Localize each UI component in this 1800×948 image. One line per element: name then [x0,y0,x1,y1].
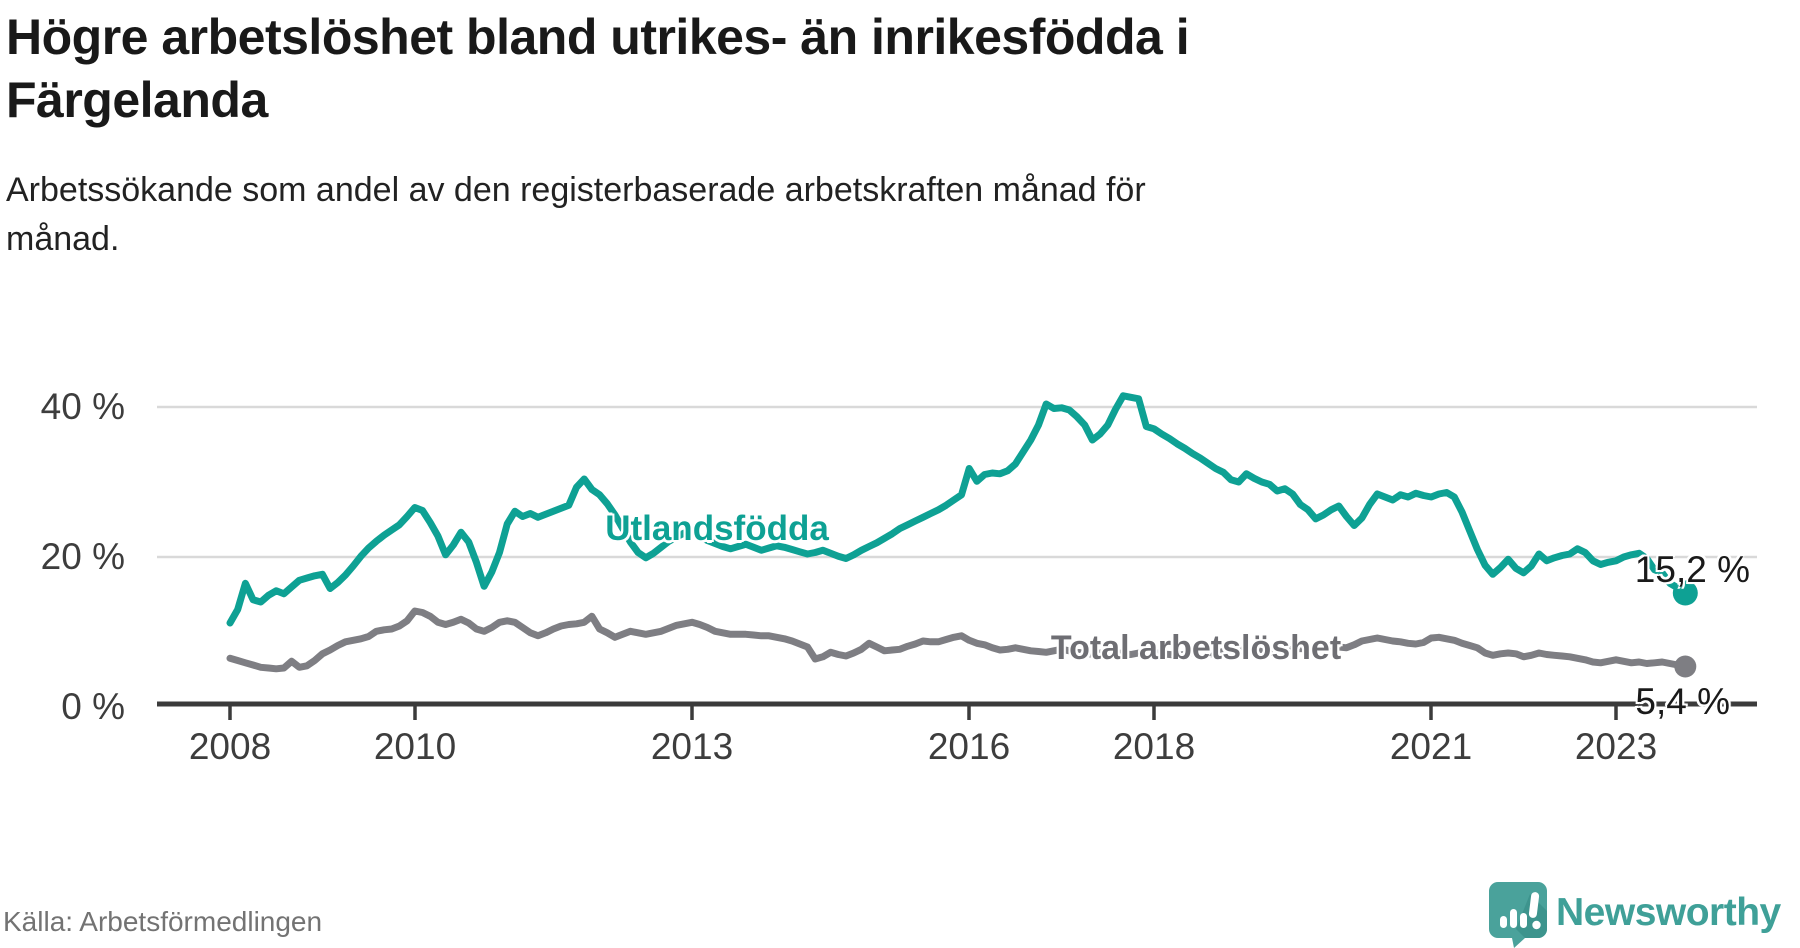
total-arbetsloshet-line [226,607,1689,673]
x-tick-2008: 2008 [188,726,272,767]
source-note: Källa: Arbetsförmedlingen [3,906,323,937]
utlandsfodda-series-label: Utlandsfödda [605,509,829,548]
total-end-dot [1674,655,1697,678]
x-tick-2013: 2013 [650,726,734,767]
utlandsfodda-end-dot [1672,580,1698,606]
total-end-value: 5,4 % [1635,681,1730,722]
subtitle-line-1: Arbetssökande som andel av den registerb… [6,171,1146,209]
y-tick-40: 40 % [40,386,125,427]
subtitle-line-2: månad. [6,220,120,258]
chart-subtitle: Arbetssökande som andel av den registerb… [6,166,1566,264]
x-tick-2010: 2010 [373,726,457,767]
total-arbetsloshet-series-label: Total arbetslöshet [1050,629,1342,667]
utlandsfodda-end-value: 15,2 % [1634,549,1750,590]
page-title: Högre arbetslöshet bland utrikes- än inr… [6,6,1796,132]
brand-name: Newsworthy [1556,891,1781,934]
title-line-2: Färgelanda [6,72,268,128]
title-line-1: Högre arbetslöshet bland utrikes- än inr… [6,9,1190,65]
x-tick-2021: 2021 [1389,726,1473,767]
x-tick-2018: 2018 [1112,726,1196,767]
y-tick-0: 0 % [61,686,125,727]
x-tick-2016: 2016 [927,726,1011,767]
x-tick-2023: 2023 [1574,726,1658,767]
y-tick-20: 20 % [40,536,125,577]
utlandsfodda-line [226,392,1689,627]
newsworthy-logo: Newsworthy [1488,880,1800,948]
bar-chart-speech-bubble-icon [1489,882,1547,948]
x-axis-ticks [228,706,1618,720]
